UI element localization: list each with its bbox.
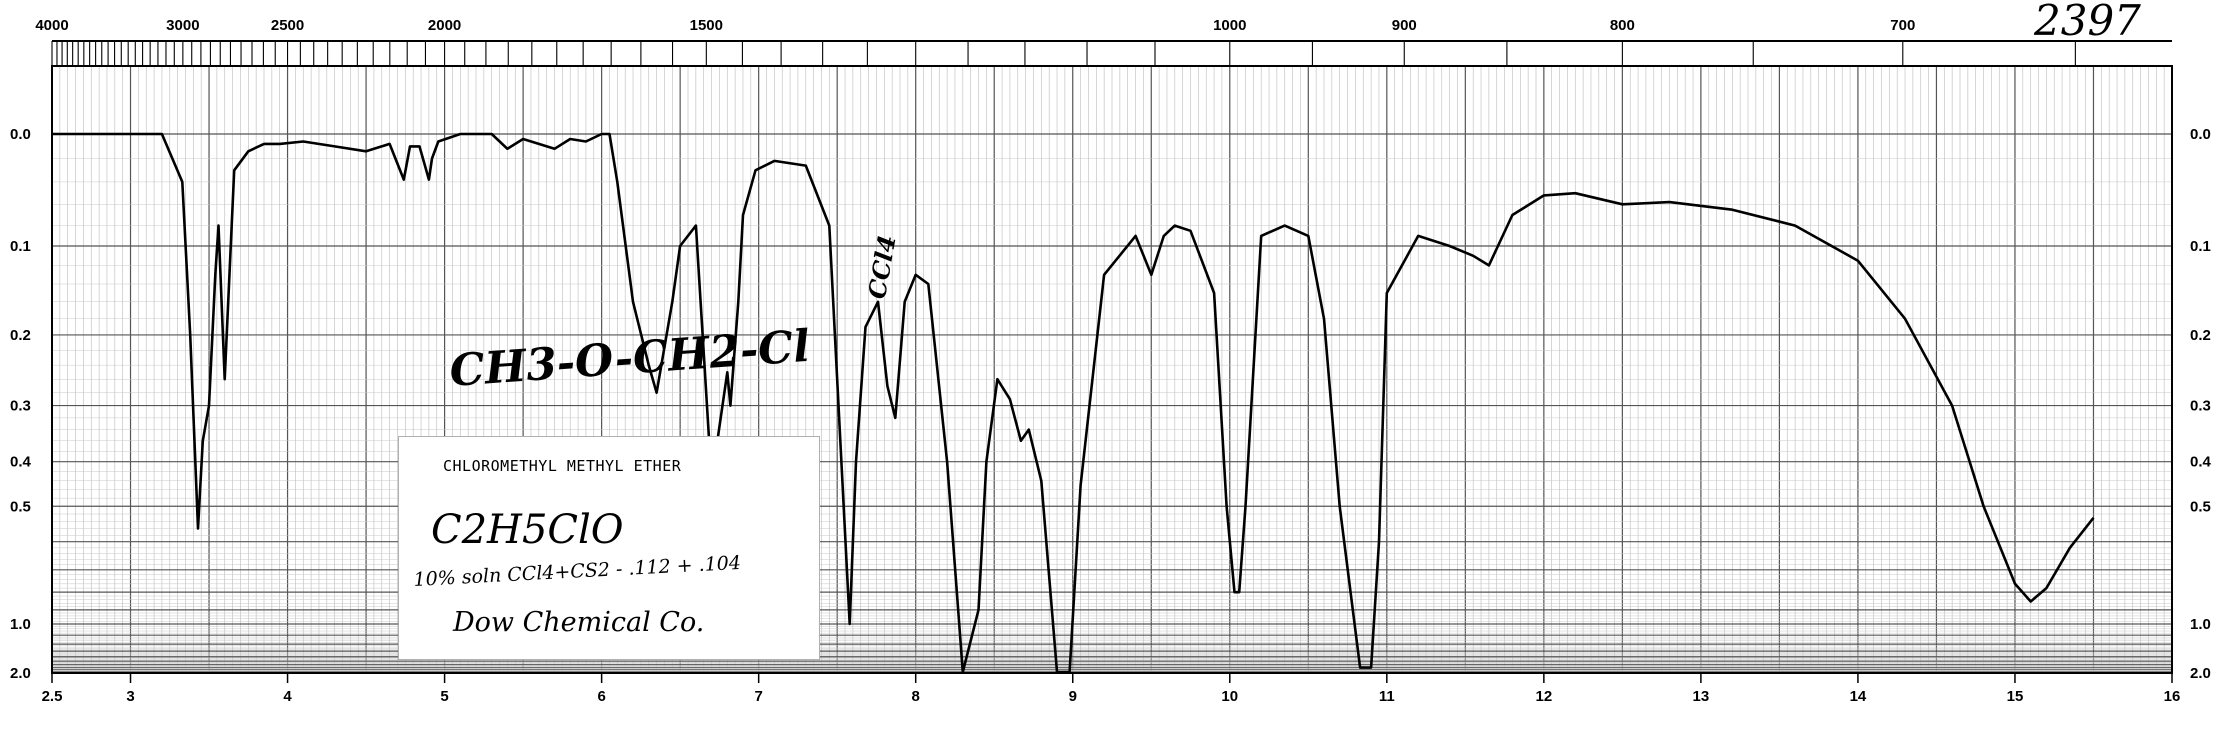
y-tick-label-right: 0.1 [2190,238,2211,255]
sample-source: Dow Chemical Co. [453,607,705,638]
y-tick-label-right: 0.5 [2190,498,2211,515]
bottom-tick-label: 5 [440,688,448,705]
sample-conditions: 10% soln CCl4+CS2 - .112 + .104 [413,551,742,591]
bottom-tick-label: 10 [1221,688,1238,705]
y-tick-label-left: 2.0 [10,665,31,682]
bottom-tick-label: 2.5 [42,688,63,705]
y-tick-label-left: 0.1 [10,238,31,255]
y-tick-label-left: 1.0 [10,616,31,633]
top-tick-label: 4000 [35,17,68,34]
top-tick-label: 1500 [690,17,723,34]
bottom-tick-label: 9 [1069,688,1077,705]
top-tick-label: 700 [1890,17,1915,34]
bottom-tick-label: 11 [1379,688,1395,705]
y-tick-label-right: 0.3 [2190,398,2211,415]
y-tick-label-right: 0.4 [2190,454,2212,471]
top-tick-label: 2500 [271,17,304,34]
top-tick-label: 2000 [428,17,461,34]
plot-frame [51,65,2173,674]
bottom-tick-label: 15 [2007,688,2024,705]
top-tick-label: 3000 [166,17,199,34]
sample-label-card: CHLOROMETHYL METHYL ETHER C2H5ClO 10% so… [398,436,820,660]
top-axis: 4000 3000 2500 2000 1500 1000 900 800 700 [35,17,2172,66]
y-tick-label-left: 0.4 [10,454,32,471]
y-tick-label-left: 0.3 [10,398,31,415]
bottom-axis: 2.5 3 4 5 6 7 8 9 10 11 12 13 14 15 16 [42,673,2181,705]
y-tick-label-left: 0.2 [10,327,31,344]
bottom-tick-label: 12 [1536,688,1553,705]
compound-name: CHLOROMETHYL METHYL ETHER [443,457,682,475]
top-tick-label: 1000 [1213,17,1246,34]
y-tick-label-right: 0.0 [2190,126,2211,143]
y-tick-label-left: 0.0 [10,126,31,143]
bottom-tick-label: 7 [754,688,762,705]
bottom-tick-label: 13 [1693,688,1710,705]
bottom-tick-label: 4 [283,688,292,705]
y-axis-left: 0.0 0.1 0.2 0.3 0.4 0.5 1.0 2.0 [10,126,32,682]
bottom-tick-label: 6 [597,688,605,705]
molecular-formula: C2H5ClO [431,507,624,553]
bottom-tick-label: 14 [1850,688,1867,705]
y-tick-label-left: 0.5 [10,498,31,515]
y-tick-label-right: 2.0 [2190,665,2211,682]
y-tick-label-right: 0.2 [2190,327,2211,344]
spectrum-number: 2397 [2034,0,2141,45]
bottom-tick-label: 8 [912,688,920,705]
y-axis-right: 0.0 0.1 0.2 0.3 0.4 0.5 1.0 2.0 [2190,126,2212,682]
top-tick-label: 900 [1392,17,1417,34]
spectrum-trace [52,132,2095,674]
chart-grid [51,66,2173,673]
bottom-tick-label: 16 [2164,688,2181,705]
bottom-tick-label: 3 [126,688,134,705]
y-tick-label-right: 1.0 [2190,616,2211,633]
top-tick-label: 800 [1610,17,1635,34]
